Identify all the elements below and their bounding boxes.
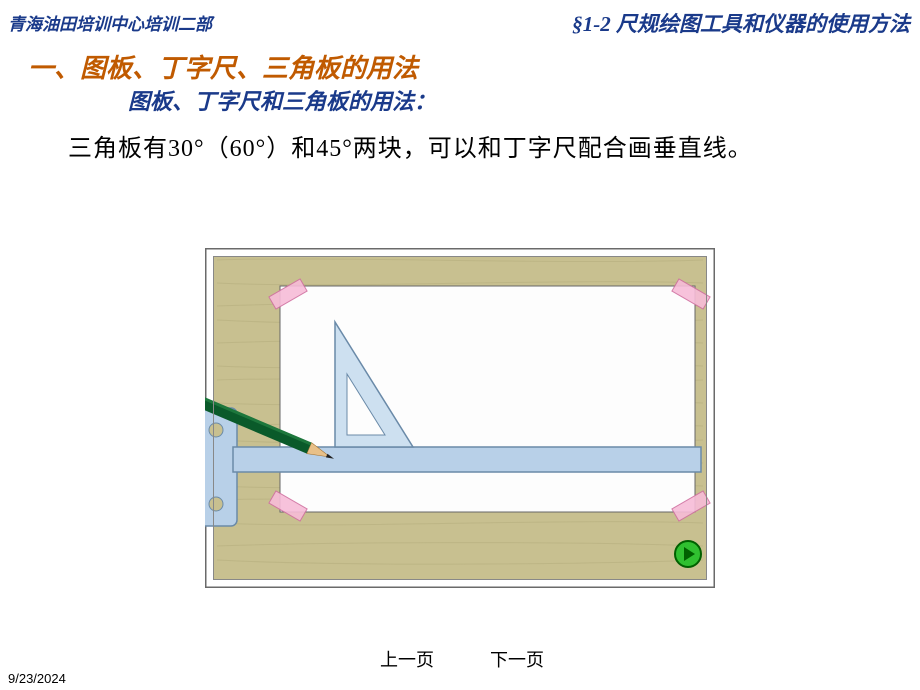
body-paragraph: 三角板有30°（60°）和45°两块，可以和丁字尺配合画垂直线。 xyxy=(68,128,753,163)
play-button[interactable] xyxy=(675,541,701,567)
header-chapter: §1-2 尺规绘图工具和仪器的使用方法 xyxy=(572,8,910,38)
next-page-link[interactable]: 下一页 xyxy=(490,646,544,672)
header-org: 青海油田培训中心培训二部 xyxy=(8,10,212,35)
subsection-title: 图板、丁字尺和三角板的用法： xyxy=(128,84,436,116)
prev-page-link[interactable]: 上一页 xyxy=(380,646,434,672)
diagram-svg xyxy=(205,248,715,588)
section-title: 一、图板、丁字尺、三角板的用法 xyxy=(28,48,418,85)
drawing-board-diagram xyxy=(205,248,715,588)
date-stamp: 9/23/2024 xyxy=(8,671,66,686)
